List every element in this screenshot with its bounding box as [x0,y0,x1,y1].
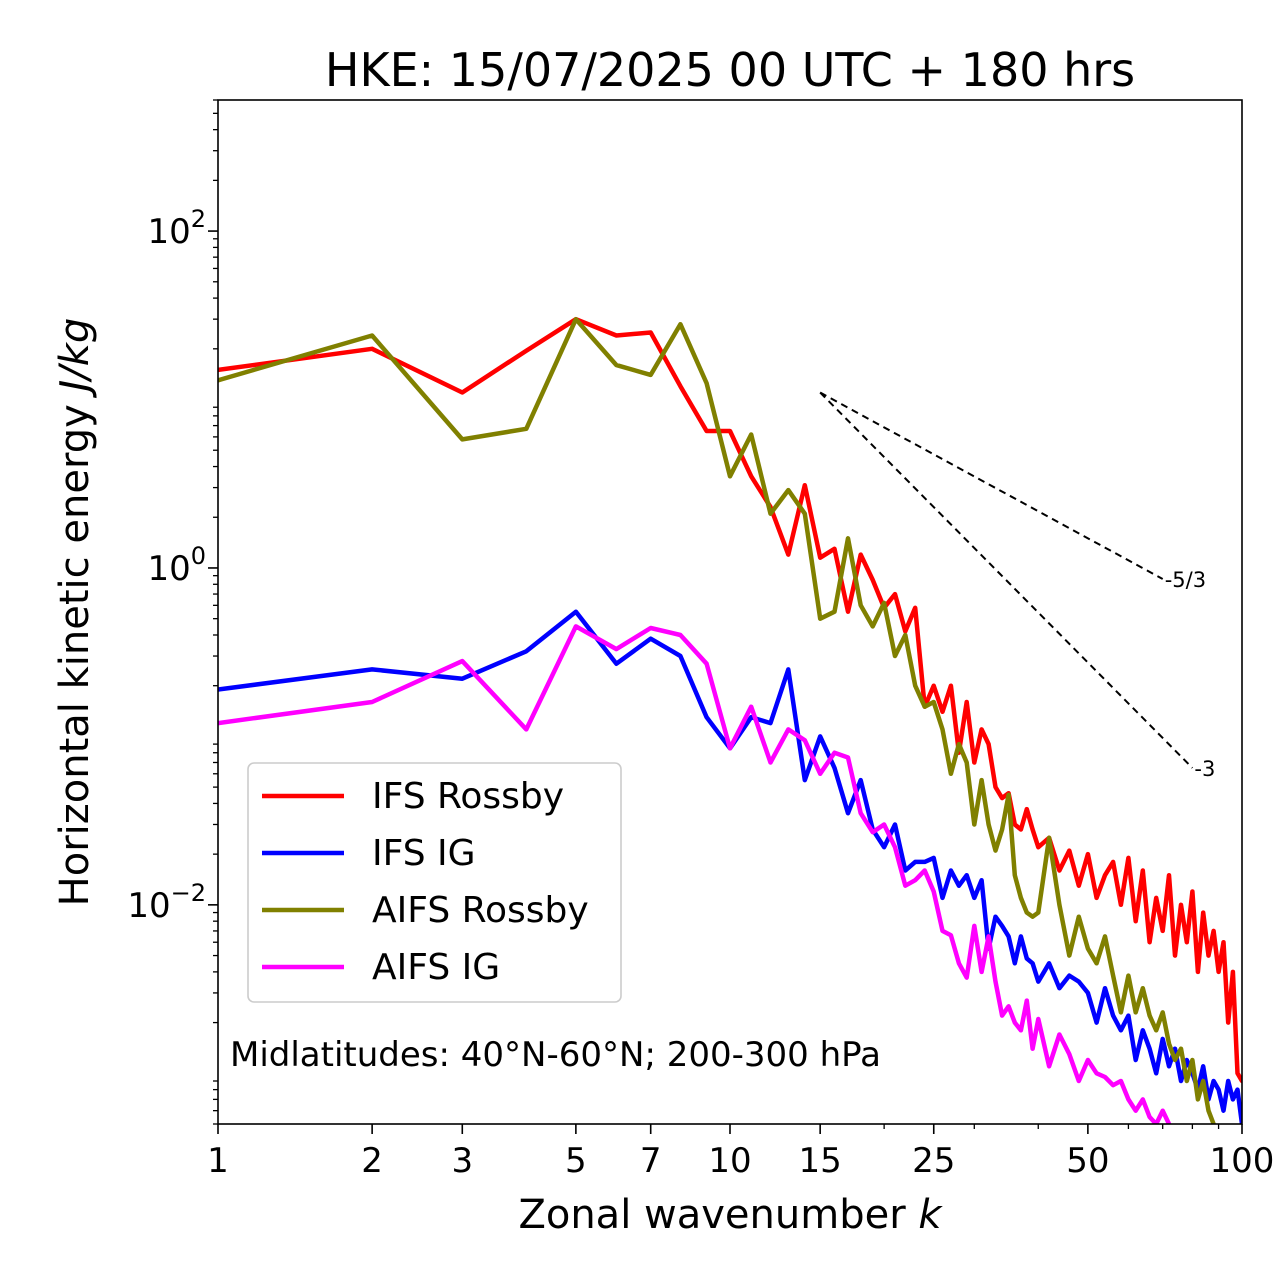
legend-box [247,762,622,1003]
x-tick-label: 3 [451,1141,473,1181]
x-tick-label: 1 [207,1141,229,1181]
region-annotation: Midlatitudes: 40°N-60°N; 200-300 hPa [230,1035,881,1075]
y-axis-label: Horizontal kinetic energy J/kg [52,318,98,907]
series-line-aifs-rossby [218,316,1216,1124]
y-tick-label: 102 [147,205,206,252]
x-tick-label: 15 [799,1141,842,1181]
x-axis-ticks: 1 2 3 5 7 10 15 25 50 100 [207,1124,1274,1181]
x-tick-label: 25 [912,1141,955,1181]
x-axis-label: Zonal wavenumber k [518,1192,943,1238]
chart-title: HKE: 15/07/2025 00 UTC + 180 hrs [325,43,1135,97]
x-tick-label: 5 [565,1141,587,1181]
y-tick-label: 10−2 [127,879,206,926]
x-minor-ticks [883,1124,1220,1129]
reference-lines: -5/3 -3 [819,391,1215,781]
x-tick-label: 50 [1066,1141,1109,1181]
plot-frame [217,99,1243,1125]
x-tick-label: 7 [640,1141,662,1181]
reference-line-slope [819,391,1164,580]
legend-label-aifs-ig: AIFS IG [372,947,500,988]
y-axis-ticks: 10−2 100 102 [127,205,218,926]
series-line-aifs-ig [218,624,1172,1124]
reference-line-label: -3 [1194,757,1215,781]
legend-label-ifs-ig: IFS IG [372,833,476,874]
legend-label-ifs-rossby: IFS Rossby [372,776,564,817]
x-tick-label: 2 [361,1141,383,1181]
legend: IFS Rossby IFS IG AIFS Rossby AIFS IG [247,762,622,1003]
legend-items: IFS Rossby IFS IG AIFS Rossby AIFS IG [262,776,589,988]
legend-label-aifs-rossby: AIFS Rossby [372,890,589,931]
series-layer [218,316,1242,1124]
y-tick-label: 100 [147,542,206,589]
x-tick-label: 10 [708,1141,751,1181]
x-tick-label: 100 [1210,1141,1275,1181]
reference-line-label: -5/3 [1165,568,1206,592]
y-minor-ticks [213,99,218,1125]
reference-line-slope [819,391,1194,769]
